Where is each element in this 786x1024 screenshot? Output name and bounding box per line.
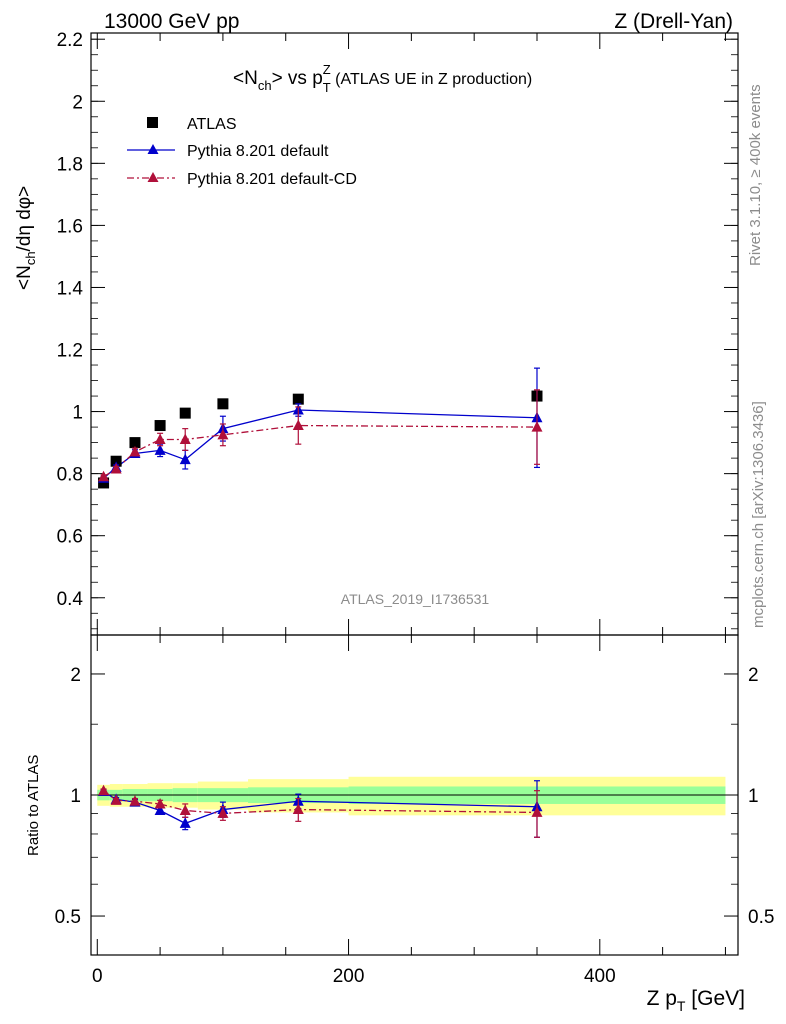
data-point-atlas [179, 407, 191, 419]
data-point-default-cd [179, 433, 191, 445]
data-point-atlas [217, 398, 229, 410]
ratio-point-default [179, 817, 191, 828]
main-ytick-label: 1 [72, 403, 83, 424]
main-ytick-label: 1.8 [57, 154, 83, 175]
data-point-atlas [154, 420, 166, 432]
legend-marker-default-cd [147, 172, 159, 182]
data-point-default [179, 453, 191, 465]
ratio-ytick-label-right: 0.5 [748, 907, 774, 928]
ratio-y-axis-label: Ratio to ATLAS [25, 755, 42, 856]
ratio-point-default-cd [179, 804, 191, 816]
main-ytick-label: 1.2 [57, 341, 83, 362]
legend-marker-atlas [147, 117, 158, 128]
main-ytick-label: 0.4 [57, 589, 84, 610]
ratio-plot: 0.5 0.5 1 1 2 2 0 200 400 Ratio to ATLAS Z pT [… [25, 634, 774, 1014]
main-y-axis-label: <Nch/dη dφ> [14, 186, 38, 290]
ratio-point-default-cd [292, 803, 304, 815]
data-point-default-cd [98, 470, 110, 482]
main-ytick-label: 0.8 [57, 465, 83, 486]
data-point-atlas [129, 437, 141, 449]
ratio-xtick-label: 400 [584, 966, 616, 987]
data-point-default-cd [154, 433, 166, 445]
ratio-point-default-cd [217, 807, 229, 818]
main-ytick-label: 0.6 [57, 527, 83, 548]
ratio-point-default-cd [531, 806, 543, 817]
ratio-point-default-cd [129, 795, 141, 806]
ratio-ytick-label: 2 [70, 665, 81, 686]
main-ytick-label: 1.4 [57, 278, 84, 299]
data-point-atlas [292, 393, 304, 405]
ratio-point-default-cd [154, 797, 166, 809]
ratio-ytick-label-right: 1 [748, 786, 759, 807]
legend: ATLAS Pythia 8.201 default Pythia 8.201 … [127, 116, 357, 188]
data-point-default-cd [292, 419, 304, 431]
data-point-default-cd [531, 421, 543, 432]
plot-title-sub: ch [258, 78, 272, 93]
ratio-xtick-label: 200 [333, 966, 365, 987]
main-y-axis: 0.4 0.6 0.8 1 1.2 1.4 1.6 1.8 2 2.2 [57, 30, 738, 630]
data-point-atlas [98, 477, 110, 489]
plot-title-main: <N [233, 68, 258, 89]
data-point-atlas [110, 455, 122, 467]
series-line-default [103, 409, 538, 479]
ratio-y-axis: 0.5 0.5 1 1 2 2 [55, 634, 774, 928]
ratio-xtick-label: 0 [92, 966, 103, 987]
ratio-x-axis: 0 200 400 [92, 635, 726, 987]
data-point-default [154, 444, 166, 455]
ratio-point-default-cd [110, 794, 122, 805]
legend-label-atlas: ATLAS [187, 116, 237, 133]
main-plot: 0.4 0.6 0.8 1 1.2 1.4 1.6 1.8 2 2.2 <Nch> vs pZ T … [14, 30, 739, 636]
main-ytick-label: 2.2 [57, 30, 83, 51]
plot-title-sub2: T [323, 80, 331, 95]
plot-title: <Nch> vs pZ T (ATLAS UE in Z production) [233, 62, 532, 95]
ratio-point-default [154, 804, 166, 816]
legend-label-default: Pythia 8.201 default [187, 143, 329, 160]
process-label: Z (Drell-Yan) [614, 10, 733, 33]
energy-label: 13000 GeV pp [104, 10, 239, 33]
plot-title-sup: Z [323, 62, 331, 77]
main-ytick-label: 2 [72, 92, 83, 113]
ratio-ytick-label: 1 [70, 786, 81, 807]
main-ytick-label: 1.6 [57, 216, 83, 237]
plot-title-mid: > vs p [272, 68, 323, 89]
data-point-default-cd [110, 462, 122, 474]
ratio-ytick-label-right: 2 [748, 665, 759, 686]
legend-marker-default [147, 144, 159, 154]
series-line-default-cd [103, 424, 537, 478]
x-axis-label: Z pT [GeV] [647, 987, 745, 1014]
analysis-watermark: ATLAS_2019_I1736531 [341, 591, 490, 607]
plot-title-tail: (ATLAS UE in Z production) [331, 71, 533, 88]
ratio-point-default-cd [98, 784, 110, 796]
main-x-axis [96, 33, 726, 635]
data-point-default-cd [129, 445, 141, 457]
rivet-label: Rivet 3.1.10, ≥ 400k events [747, 84, 764, 266]
data-point-default-cd [217, 428, 229, 440]
mcplots-label: mcplots.cern.ch [arXiv:1306.3436] [750, 401, 767, 628]
legend-label-default-cd: Pythia 8.201 default-CD [187, 171, 357, 188]
ratio-ytick-label: 0.5 [55, 907, 81, 928]
